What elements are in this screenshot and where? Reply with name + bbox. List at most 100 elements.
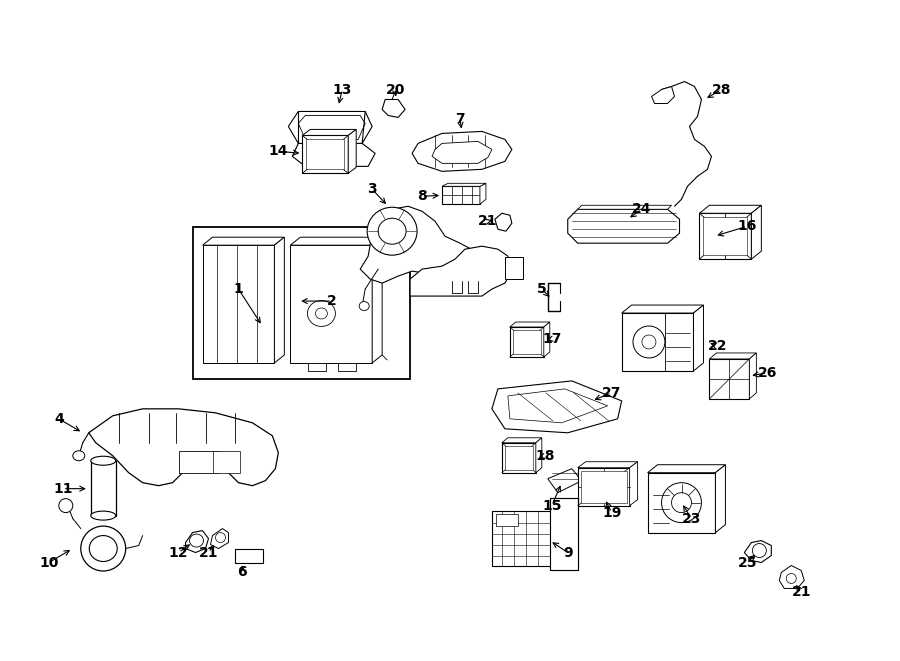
Polygon shape	[360, 206, 482, 293]
Circle shape	[58, 498, 73, 513]
Polygon shape	[544, 322, 550, 357]
Polygon shape	[382, 100, 405, 118]
Ellipse shape	[633, 326, 665, 358]
Text: 22: 22	[707, 339, 727, 353]
Text: 19: 19	[602, 506, 621, 520]
Ellipse shape	[315, 308, 328, 319]
Polygon shape	[89, 409, 278, 486]
Polygon shape	[744, 541, 771, 563]
Polygon shape	[508, 389, 608, 423]
Text: 15: 15	[542, 498, 562, 513]
Polygon shape	[495, 214, 512, 231]
Ellipse shape	[89, 535, 117, 561]
Text: 23: 23	[682, 512, 701, 525]
Bar	[648, 473, 716, 533]
Bar	[442, 186, 480, 204]
Polygon shape	[292, 143, 375, 167]
Bar	[91, 461, 116, 516]
Text: 3: 3	[367, 182, 377, 196]
Text: 21: 21	[791, 586, 811, 600]
Text: 21: 21	[478, 214, 498, 228]
Polygon shape	[480, 183, 486, 204]
Bar	[622, 313, 694, 371]
Text: 27: 27	[602, 386, 621, 400]
Polygon shape	[202, 237, 284, 245]
Polygon shape	[694, 305, 704, 371]
Polygon shape	[548, 469, 581, 492]
Text: 14: 14	[268, 144, 288, 159]
Text: 28: 28	[712, 83, 731, 97]
Polygon shape	[630, 462, 637, 506]
Polygon shape	[652, 87, 674, 104]
Polygon shape	[291, 237, 382, 245]
Bar	[709, 359, 750, 399]
Ellipse shape	[752, 543, 766, 557]
Bar	[492, 510, 550, 566]
Bar	[309, 363, 327, 371]
Polygon shape	[492, 381, 622, 433]
Bar	[338, 363, 356, 371]
Polygon shape	[578, 462, 637, 468]
Polygon shape	[185, 531, 209, 553]
Text: 8: 8	[418, 189, 427, 204]
Ellipse shape	[787, 574, 796, 584]
Polygon shape	[432, 141, 492, 163]
Polygon shape	[410, 246, 512, 296]
Text: 21: 21	[199, 545, 219, 559]
Bar	[306, 139, 344, 169]
Ellipse shape	[91, 456, 116, 465]
Ellipse shape	[308, 301, 336, 327]
Bar	[704, 217, 747, 255]
Polygon shape	[274, 237, 284, 363]
Polygon shape	[373, 237, 382, 363]
Ellipse shape	[359, 301, 369, 311]
Text: 2: 2	[328, 294, 338, 308]
Text: 20: 20	[385, 83, 405, 97]
Ellipse shape	[662, 483, 701, 523]
Text: 12: 12	[169, 545, 188, 559]
Text: 11: 11	[53, 482, 73, 496]
Polygon shape	[502, 438, 542, 443]
Polygon shape	[202, 245, 274, 363]
Bar	[178, 451, 220, 473]
Polygon shape	[648, 465, 725, 473]
Polygon shape	[750, 353, 756, 399]
Polygon shape	[536, 438, 542, 473]
Text: 25: 25	[738, 555, 757, 570]
Ellipse shape	[190, 534, 203, 547]
Bar	[699, 214, 752, 259]
Bar	[510, 327, 544, 357]
Bar	[496, 514, 518, 525]
Polygon shape	[211, 529, 229, 549]
Ellipse shape	[81, 526, 126, 571]
Ellipse shape	[73, 451, 85, 461]
Text: 17: 17	[542, 332, 562, 346]
Polygon shape	[412, 132, 512, 171]
Text: 4: 4	[54, 412, 64, 426]
Bar	[212, 451, 240, 473]
Text: 13: 13	[332, 83, 352, 97]
Bar	[513, 330, 541, 354]
Bar	[502, 443, 536, 473]
Text: 24: 24	[632, 202, 652, 216]
Text: 16: 16	[738, 219, 757, 233]
Polygon shape	[298, 116, 365, 139]
Ellipse shape	[215, 533, 226, 543]
Ellipse shape	[642, 335, 656, 349]
Polygon shape	[442, 183, 486, 186]
Bar	[580, 471, 626, 502]
Text: 18: 18	[536, 449, 554, 463]
Polygon shape	[716, 465, 725, 533]
Polygon shape	[302, 130, 356, 136]
Text: 10: 10	[40, 555, 58, 570]
Polygon shape	[510, 322, 550, 327]
Bar	[578, 468, 630, 506]
Polygon shape	[291, 245, 373, 363]
Text: 26: 26	[758, 366, 777, 380]
Ellipse shape	[91, 511, 116, 520]
Text: 1: 1	[234, 282, 243, 296]
Polygon shape	[288, 112, 373, 143]
Polygon shape	[348, 130, 356, 173]
Ellipse shape	[671, 492, 691, 513]
Bar	[193, 227, 410, 379]
